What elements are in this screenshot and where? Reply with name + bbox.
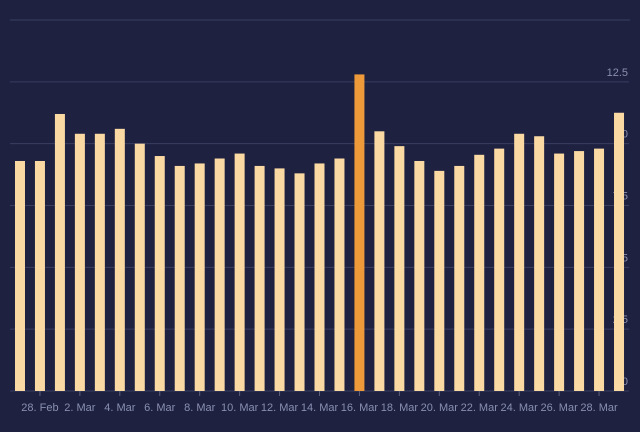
- y-tick-label: 0: [622, 376, 628, 388]
- y-tick-label: 12.5: [607, 67, 628, 79]
- bar: [54, 113, 65, 391]
- bar: [574, 151, 585, 391]
- bar: [514, 133, 525, 392]
- bar: [114, 128, 125, 391]
- bar: [234, 153, 245, 391]
- bar: [594, 148, 605, 391]
- bar: [494, 148, 505, 391]
- x-tick-label: 20. Mar: [421, 402, 459, 414]
- x-tick-label: 14. Mar: [301, 402, 339, 414]
- x-tick-label: 18. Mar: [381, 402, 419, 414]
- bar: [214, 158, 225, 391]
- x-tick-label: 12. Mar: [261, 402, 299, 414]
- x-tick-label: 26. Mar: [540, 402, 578, 414]
- x-tick-label: 24. Mar: [501, 402, 539, 414]
- bar: [374, 131, 385, 392]
- x-tick-label: 8. Mar: [184, 402, 216, 414]
- x-tick-label: 28. Feb: [21, 402, 58, 414]
- bar: [174, 165, 185, 391]
- bar: [94, 133, 105, 392]
- x-tick-label: 22. Mar: [461, 402, 499, 414]
- bar: [554, 153, 565, 391]
- bar: [274, 168, 285, 391]
- bar: [414, 160, 425, 391]
- bar: [534, 136, 545, 391]
- bar: [154, 156, 165, 391]
- bar: [74, 133, 85, 392]
- bar: [294, 173, 305, 391]
- bar: [394, 146, 405, 391]
- bar: [34, 160, 45, 391]
- bar: [314, 163, 325, 391]
- y-tick-label: 5: [622, 252, 628, 264]
- bar: [474, 154, 485, 391]
- bar: [334, 158, 345, 391]
- x-tick-label: 6. Mar: [144, 402, 176, 414]
- bar: [14, 160, 25, 391]
- bar: [434, 170, 445, 391]
- x-tick-label: 4. Mar: [104, 402, 136, 414]
- bar: [454, 165, 465, 391]
- bar: [134, 143, 145, 391]
- x-tick-label: 2. Mar: [64, 402, 96, 414]
- bar: [614, 112, 625, 391]
- x-tick-label: 16. Mar: [341, 402, 379, 414]
- x-tick-label: 28. Mar: [580, 402, 618, 414]
- bar: [194, 163, 205, 391]
- bar: [354, 74, 365, 391]
- bar: [254, 165, 265, 391]
- x-tick-label: 10. Mar: [221, 402, 259, 414]
